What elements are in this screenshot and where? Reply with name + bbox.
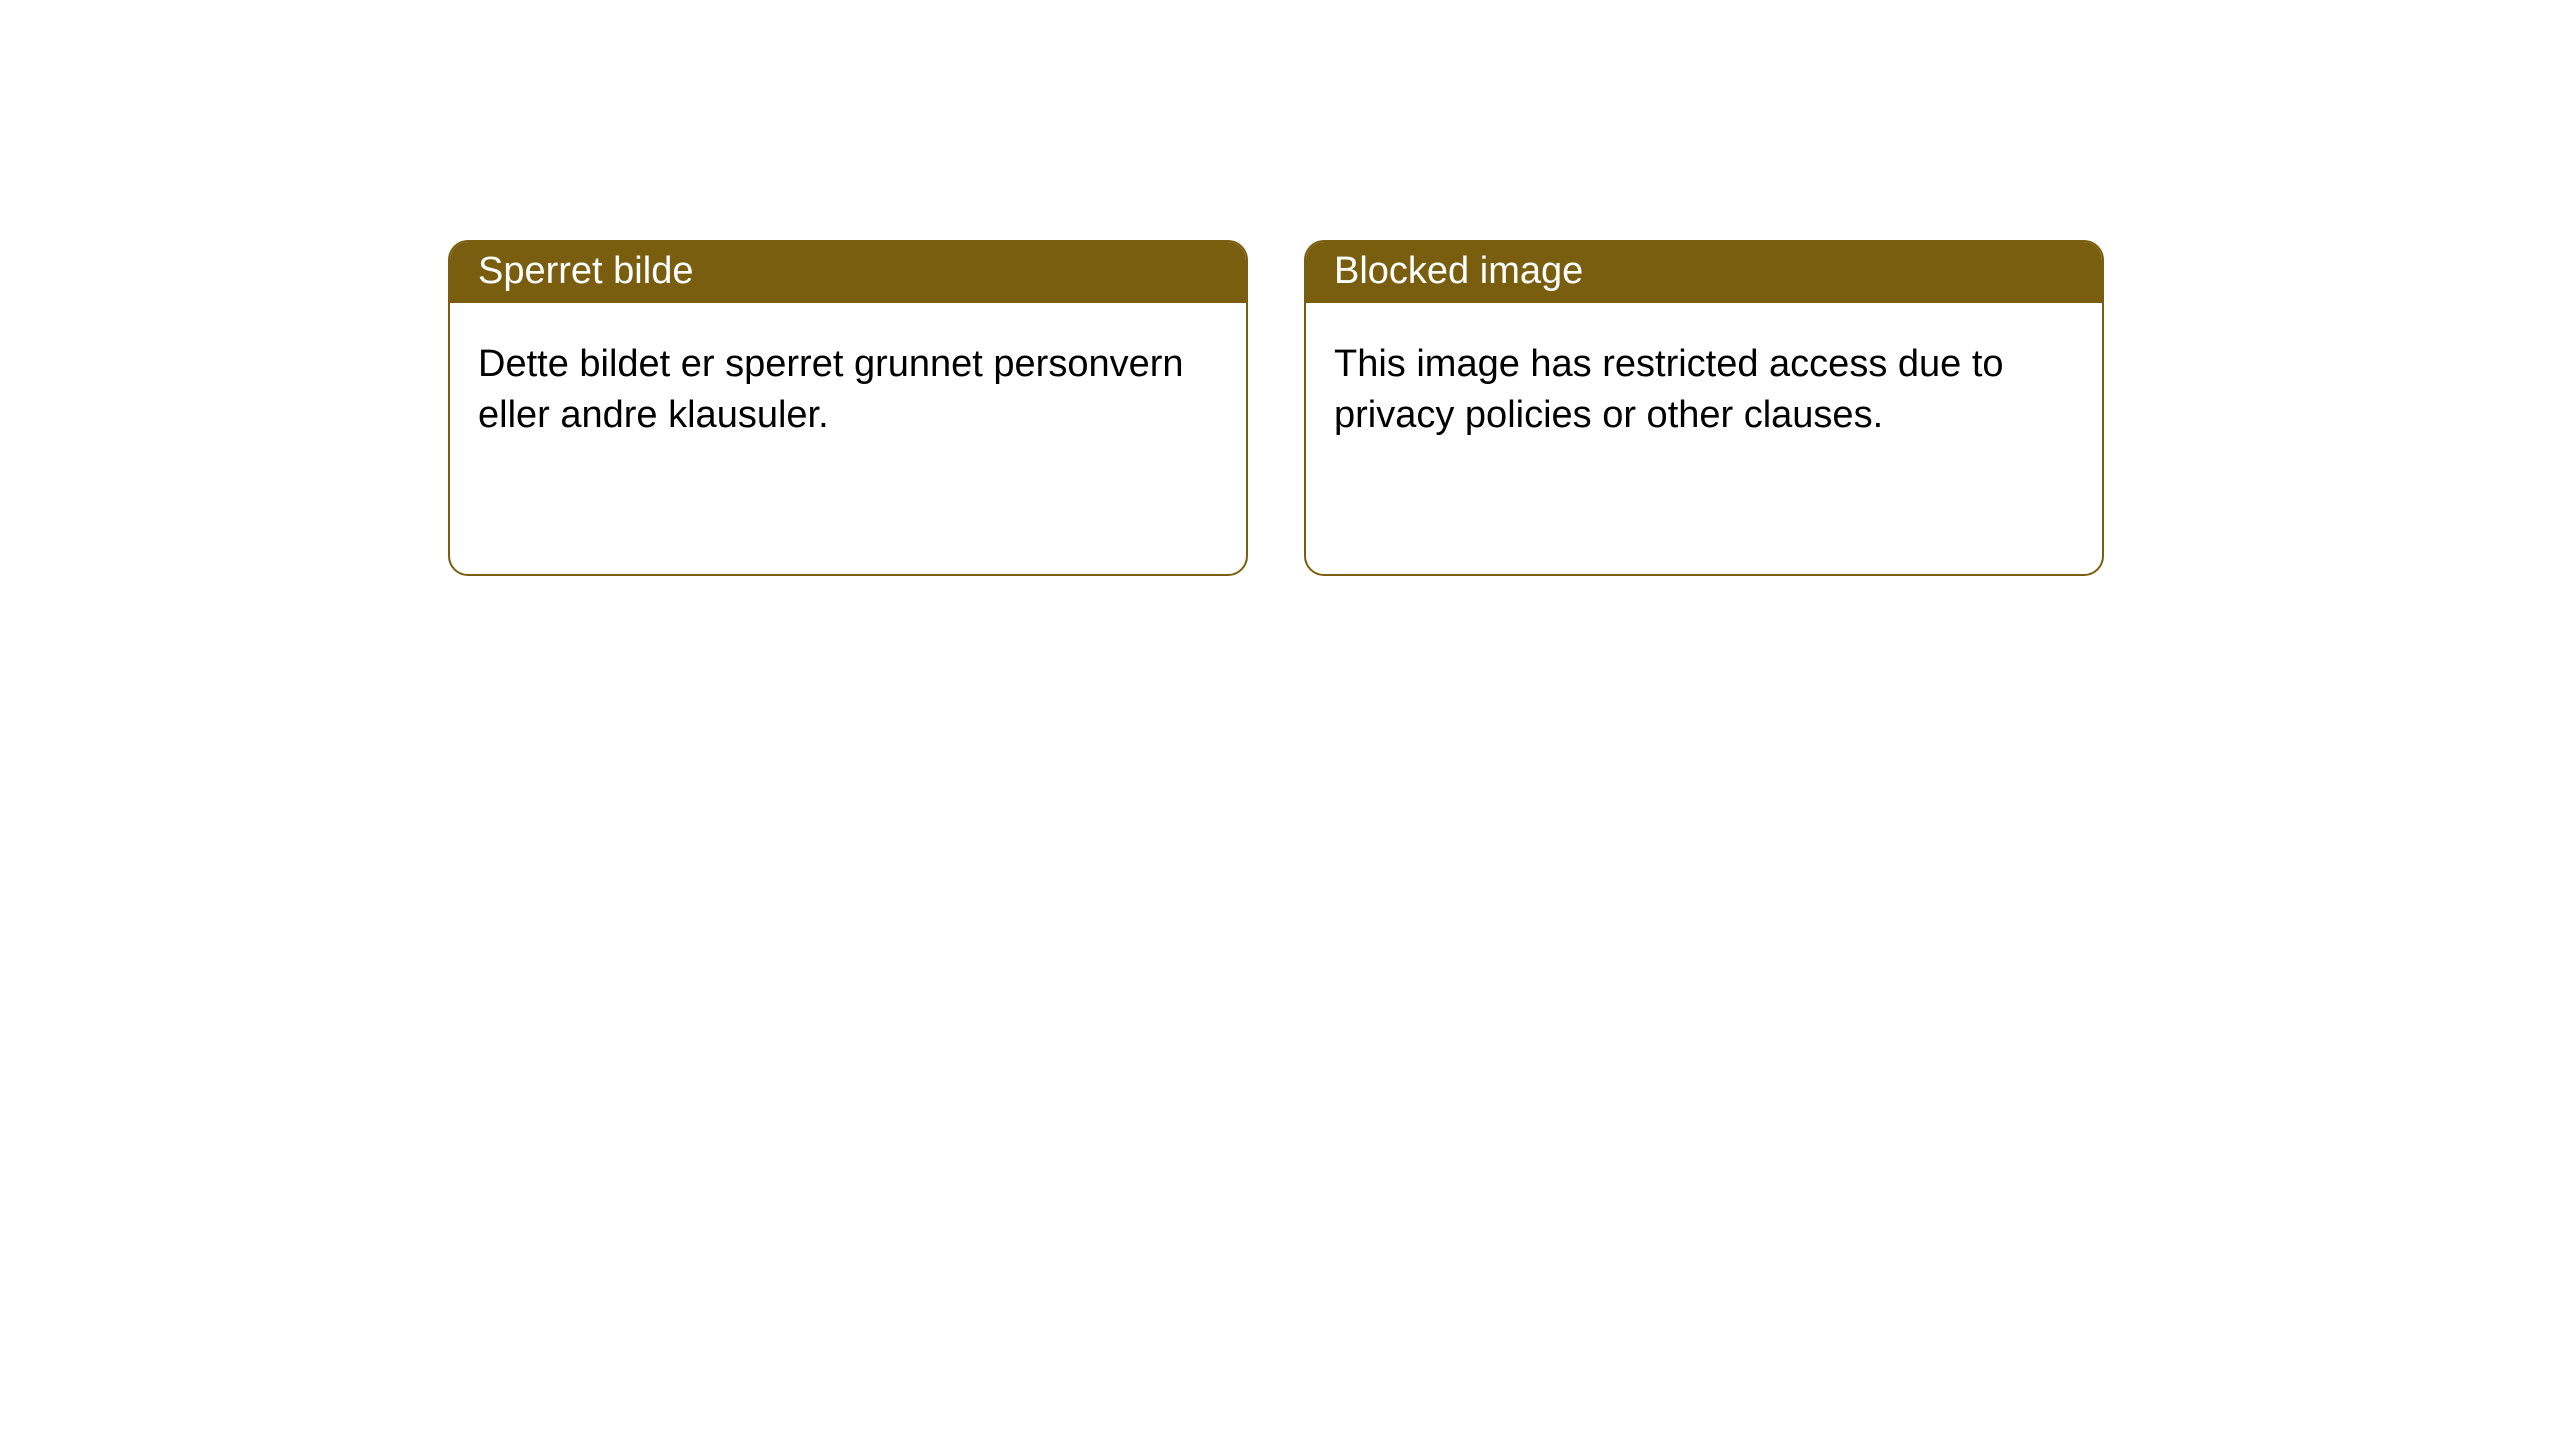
notice-card-english: Blocked image This image has restricted … (1304, 240, 2104, 576)
notice-container: Sperret bilde Dette bildet er sperret gr… (0, 0, 2560, 576)
notice-card-norwegian: Sperret bilde Dette bildet er sperret gr… (448, 240, 1248, 576)
notice-title: Sperret bilde (450, 242, 1246, 303)
notice-title: Blocked image (1306, 242, 2102, 303)
notice-body: Dette bildet er sperret grunnet personve… (450, 303, 1246, 478)
notice-body: This image has restricted access due to … (1306, 303, 2102, 478)
